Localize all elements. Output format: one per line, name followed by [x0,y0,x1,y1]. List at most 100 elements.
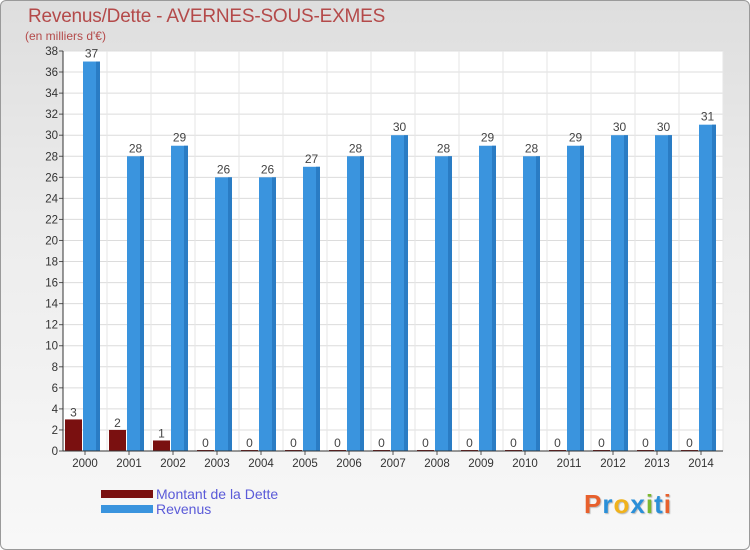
bar-revenus [215,177,232,451]
data-label-revenus: 30 [657,120,671,134]
data-label-revenus: 30 [613,120,627,134]
data-label-revenus: 30 [393,120,407,134]
bar-dette [153,440,170,451]
y-tick-label: 12 [45,320,58,332]
y-tick-label: 4 [52,404,59,416]
bar-revenus-shade [536,156,540,451]
y-tick-label: 38 [45,46,58,58]
y-tick-label: 30 [45,130,58,142]
bar-revenus [435,156,452,451]
data-label-revenus: 37 [85,47,99,61]
data-label-dette: 0 [290,436,297,450]
logo-letter: o [613,489,631,519]
x-tick-label: 2006 [336,458,362,470]
legend-label-dette: Montant de la Dette [156,486,279,502]
data-label-dette: 0 [466,436,473,450]
x-tick-label: 2014 [688,458,714,470]
data-label-dette: 0 [554,436,561,450]
bars [65,61,716,452]
logo-letter: i [663,489,672,519]
y-tick-label: 0 [52,446,58,458]
bar-revenus [171,145,188,451]
logo-letter: t [654,489,664,519]
x-tick-label: 2011 [557,458,582,470]
legend-swatch-revenus [101,505,153,513]
bar-revenus-shade [580,145,584,451]
labels: 0246810121416182022242628303234363833720… [45,46,714,470]
data-label-revenus: 29 [173,131,187,145]
x-tick-label: 2004 [248,458,274,470]
y-tick-label: 20 [45,235,58,247]
bar-revenus-shade [184,145,188,451]
bar-revenus-shade [272,177,276,451]
data-label-revenus: 28 [525,141,539,155]
data-label-dette: 0 [422,436,429,450]
y-tick-label: 10 [45,341,58,353]
x-tick-label: 2013 [644,458,670,470]
bar-revenus [259,177,276,451]
bar-revenus [127,156,144,451]
bar-revenus-shade [228,177,232,451]
y-tick-label: 6 [52,383,58,395]
bar-revenus [523,156,540,451]
bar-revenus-shade [492,145,496,451]
data-label-dette: 1 [158,426,165,440]
bar-revenus-shade [712,124,716,452]
y-tick-label: 32 [45,109,58,121]
data-label-dette: 0 [642,436,649,450]
logo-letter: P [584,489,603,519]
y-tick-label: 34 [45,88,58,100]
data-label-dette: 2 [114,416,121,430]
bar-revenus-shade [360,156,364,451]
data-label-revenus: 28 [129,141,143,155]
data-label-dette: 0 [202,436,209,450]
bar-revenus-shade [668,135,672,452]
x-tick-label: 2003 [204,458,230,470]
y-tick-label: 14 [45,299,58,311]
bar-revenus-shade [448,156,452,451]
x-tick-label: 2002 [160,458,186,470]
y-tick-label: 16 [45,278,58,290]
y-tick-label: 2 [52,425,58,437]
bar-revenus [347,156,364,451]
y-tick-label: 28 [45,151,58,163]
bar-revenus-shade [96,61,100,452]
data-label-revenus: 28 [437,141,451,155]
y-tick-label: 36 [45,67,58,79]
data-label-dette: 0 [334,436,341,450]
x-tick-label: 2000 [72,458,98,470]
bar-revenus [479,145,496,451]
data-label-revenus: 26 [217,162,231,176]
bar-revenus [699,124,716,452]
bar-revenus [567,145,584,451]
bar-revenus-shade [624,135,628,452]
data-label-revenus: 29 [481,131,495,145]
bar-revenus [303,166,320,451]
y-tick-label: 18 [45,257,58,269]
proxiti-logo: Proxiti [584,489,672,520]
bar-dette [109,429,126,451]
data-label-revenus: 31 [701,110,715,124]
data-label-revenus: 27 [305,152,319,166]
chart-title: Revenus/Dette - AVERNES-SOUS-EXMES [28,6,386,27]
data-label-dette: 0 [510,436,517,450]
y-tick-label: 24 [45,193,58,205]
legend-swatch-dette [101,490,153,498]
data-label-dette: 0 [378,436,385,450]
logo-letter: x [630,489,646,519]
bar-revenus [655,135,672,452]
bar-revenus [391,135,408,452]
x-tick-label: 2010 [512,458,538,470]
logo-letter: r [602,489,614,519]
y-tick-label: 26 [45,172,58,184]
x-tick-label: 2005 [292,458,318,470]
x-tick-label: 2008 [424,458,450,470]
data-label-dette: 0 [246,436,253,450]
legend-label-revenus: Revenus [156,501,212,517]
axes [59,50,723,455]
y-tick-label: 8 [52,362,58,374]
y-tick-label: 22 [45,214,58,226]
data-label-dette: 0 [686,436,693,450]
